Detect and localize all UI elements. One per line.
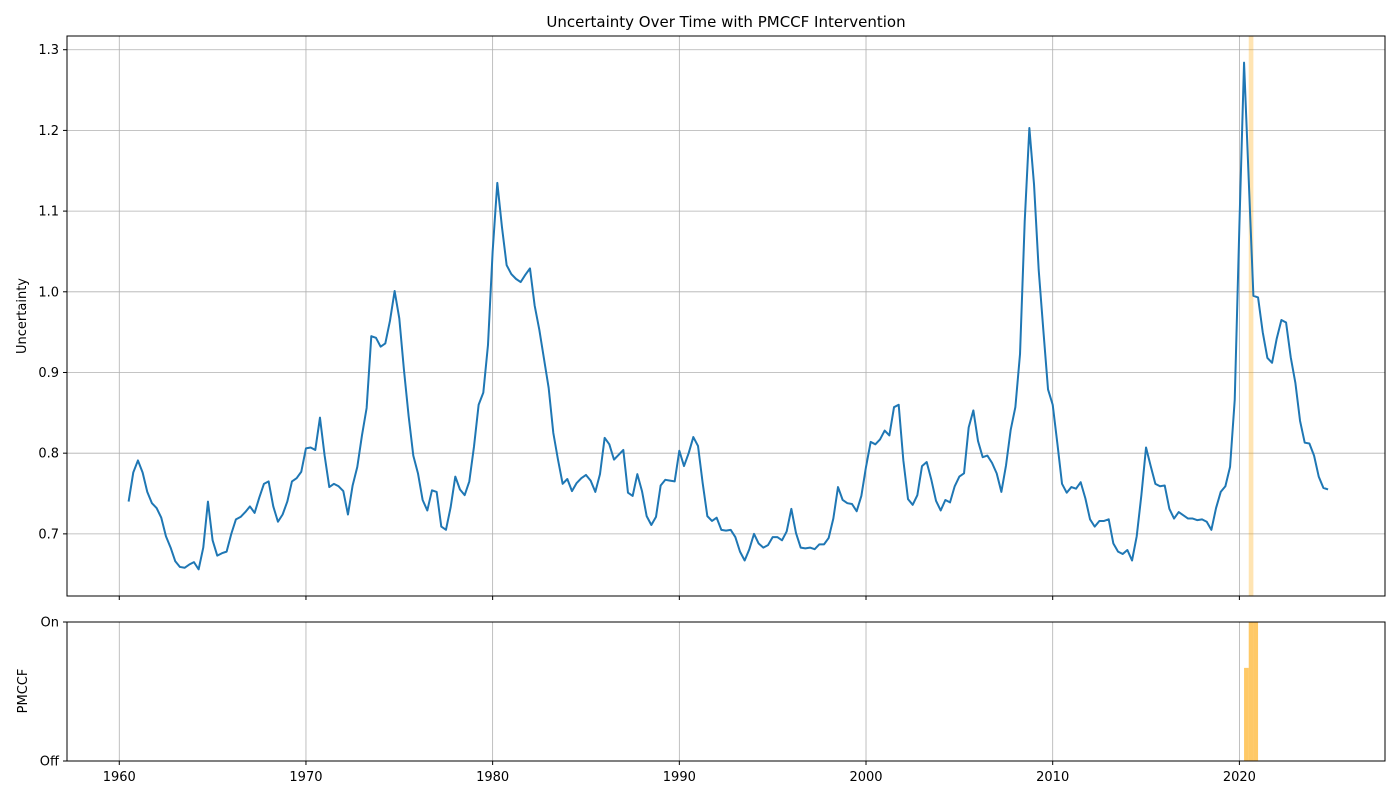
pmccf-plot-background xyxy=(67,622,1385,761)
uncertainty-panel: Uncertainty Over Time with PMCCF Interve… xyxy=(15,13,1386,600)
pmccf-status-bars xyxy=(1244,622,1259,761)
pmccf-xtick-label: 2020 xyxy=(1223,770,1256,785)
uncertainty-y-axis-ticks: 0.7 0.8 0.9 1.0 1.1 1.2 1.3 xyxy=(38,43,67,542)
uncertainty-ytick-label: 1.0 xyxy=(38,285,59,300)
pmccf-active-span xyxy=(1248,36,1254,596)
uncertainty-series-line xyxy=(127,61,1329,571)
uncertainty-ytick-label: 0.7 xyxy=(38,527,59,542)
pmccf-xtick-label: 2010 xyxy=(1036,770,1069,785)
pmccf-y-axis-label: PMCCF xyxy=(16,669,31,714)
pmccf-gridlines xyxy=(118,622,1240,761)
pmccf-status-bar xyxy=(1244,667,1249,761)
pmccf-y-axis-ticks: Off On xyxy=(40,616,67,770)
pmccf-xtick-label: 1960 xyxy=(103,770,136,785)
pmccf-ytick-label: On xyxy=(41,616,59,631)
uncertainty-ytick-label: 1.1 xyxy=(38,205,59,220)
pmccf-highlight-band xyxy=(1248,36,1254,596)
pmccf-status-bar xyxy=(1253,622,1259,761)
uncertainty-x-axis-ticks xyxy=(118,596,1240,600)
pmccf-xtick-label: 1980 xyxy=(476,770,509,785)
uncertainty-ytick-label: 1.2 xyxy=(38,124,59,139)
pmccf-xtick-label: 1990 xyxy=(663,770,696,785)
uncertainty-gridlines xyxy=(67,36,1385,596)
pmccf-status-bar xyxy=(1248,622,1254,761)
uncertainty-ytick-label: 0.9 xyxy=(38,366,59,381)
uncertainty-y-axis-label: Uncertainty xyxy=(15,278,30,354)
uncertainty-plot-frame xyxy=(66,35,1386,597)
pmccf-xtick-label: 2000 xyxy=(849,770,882,785)
pmccf-xtick-label: 1970 xyxy=(289,770,322,785)
uncertainty-plot-background xyxy=(67,36,1385,596)
chart-title: Uncertainty Over Time with PMCCF Interve… xyxy=(546,13,905,31)
pmccf-panel: Off On 1960 1970 1980 1990 2000 2010 2020 PMCCF xyxy=(16,616,1386,785)
uncertainty-ytick-label: 1.3 xyxy=(38,43,59,58)
pmccf-plot-frame xyxy=(66,621,1386,762)
pmccf-ytick-label: Off xyxy=(40,755,60,770)
pmccf-x-axis-ticks: 1960 1970 1980 1990 2000 2010 2020 xyxy=(103,761,1256,785)
uncertainty-ytick-label: 0.8 xyxy=(38,447,59,462)
